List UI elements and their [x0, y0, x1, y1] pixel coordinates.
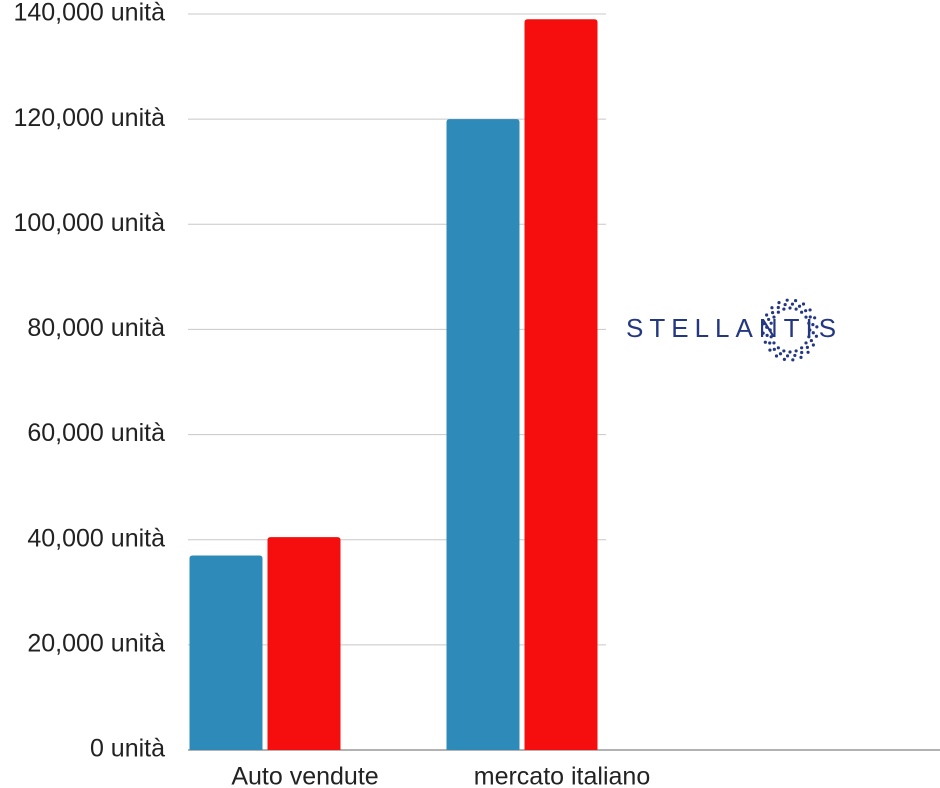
logo-dot	[783, 302, 787, 307]
y-tick-label: 0 unità	[90, 735, 165, 763]
y-tick-label: 20,000 unità	[27, 629, 165, 657]
bar	[267, 537, 341, 750]
logo-dot	[765, 313, 769, 317]
logo-dot	[769, 321, 773, 325]
logo-dot	[806, 350, 810, 354]
logo-dot	[811, 331, 815, 335]
logo-dot	[765, 333, 769, 338]
logo-dot	[769, 335, 773, 339]
logo-dot	[776, 346, 780, 350]
bar	[524, 19, 598, 751]
logo-dot	[794, 349, 798, 353]
logo-dot	[808, 315, 812, 319]
y-tick-label: 140,000 unità	[13, 0, 165, 27]
logo-dot	[804, 315, 808, 319]
logo-dot	[793, 353, 797, 358]
logo-dot	[807, 335, 811, 339]
logo-dot	[761, 331, 765, 335]
logo-dot	[782, 307, 786, 311]
logo-dot	[808, 328, 812, 332]
logo-text: STELLANTIS	[626, 313, 842, 343]
logo-dot	[768, 328, 772, 332]
logo-dot	[799, 355, 803, 360]
logo-dot	[814, 334, 819, 338]
logo-dot	[772, 315, 776, 319]
logo-dot	[770, 306, 774, 310]
logo: STELLANTIS	[626, 298, 842, 362]
logo-dot	[800, 346, 804, 350]
plot: 0 unità 20,000 unità 40,000 unità 60,000 un…	[13, 0, 940, 788]
logo-dot	[767, 317, 771, 322]
logo-dot	[772, 347, 776, 351]
logo-dot	[804, 309, 808, 313]
logo-dot	[813, 316, 817, 320]
logo-dot	[794, 307, 798, 311]
logo-dot	[811, 343, 815, 347]
logo-dot	[811, 322, 815, 327]
logo-dot	[809, 338, 813, 343]
logo-dot	[768, 341, 772, 345]
logo-dot	[788, 350, 792, 354]
x-tick-label: mercato italiano	[474, 763, 650, 788]
logo-dot	[800, 310, 804, 314]
logo-dot	[805, 345, 809, 349]
bar	[446, 119, 520, 750]
logo-dot	[768, 348, 772, 352]
logo-dot	[778, 352, 783, 356]
logo-dot	[765, 325, 769, 329]
logo-dot	[808, 308, 812, 312]
logo-dot	[777, 300, 781, 305]
logo-dot	[797, 304, 802, 308]
logo-dot	[790, 302, 795, 306]
logo-dot	[788, 306, 792, 310]
logo-dot	[801, 302, 806, 306]
logo-dot	[771, 311, 775, 315]
logo-dot	[785, 298, 789, 302]
logo-dot	[791, 358, 795, 362]
logo-dot	[815, 325, 819, 329]
y-tick-label: 60,000 unità	[27, 419, 165, 447]
logo-dot	[772, 341, 776, 345]
logo-dot	[794, 299, 798, 303]
logo-dot	[782, 349, 786, 353]
logo-dot	[800, 350, 804, 355]
logo-dot	[761, 322, 766, 326]
y-tick-label: 100,000 unità	[13, 209, 165, 237]
logo-dot	[763, 340, 767, 344]
y-tick-label: 120,000 unità	[13, 104, 165, 132]
logo-dot	[807, 321, 811, 325]
logo-dot	[785, 354, 790, 358]
logo-dot	[776, 310, 780, 314]
bar	[189, 555, 263, 750]
logo-dot	[776, 305, 780, 310]
logo-dot	[782, 357, 786, 361]
y-tick-label: 40,000 unità	[27, 524, 165, 552]
logo-dot	[804, 341, 808, 345]
logo-dot	[774, 354, 779, 358]
x-tick-label: Auto vendute	[231, 763, 378, 788]
y-tick-label: 80,000 unità	[27, 314, 165, 342]
